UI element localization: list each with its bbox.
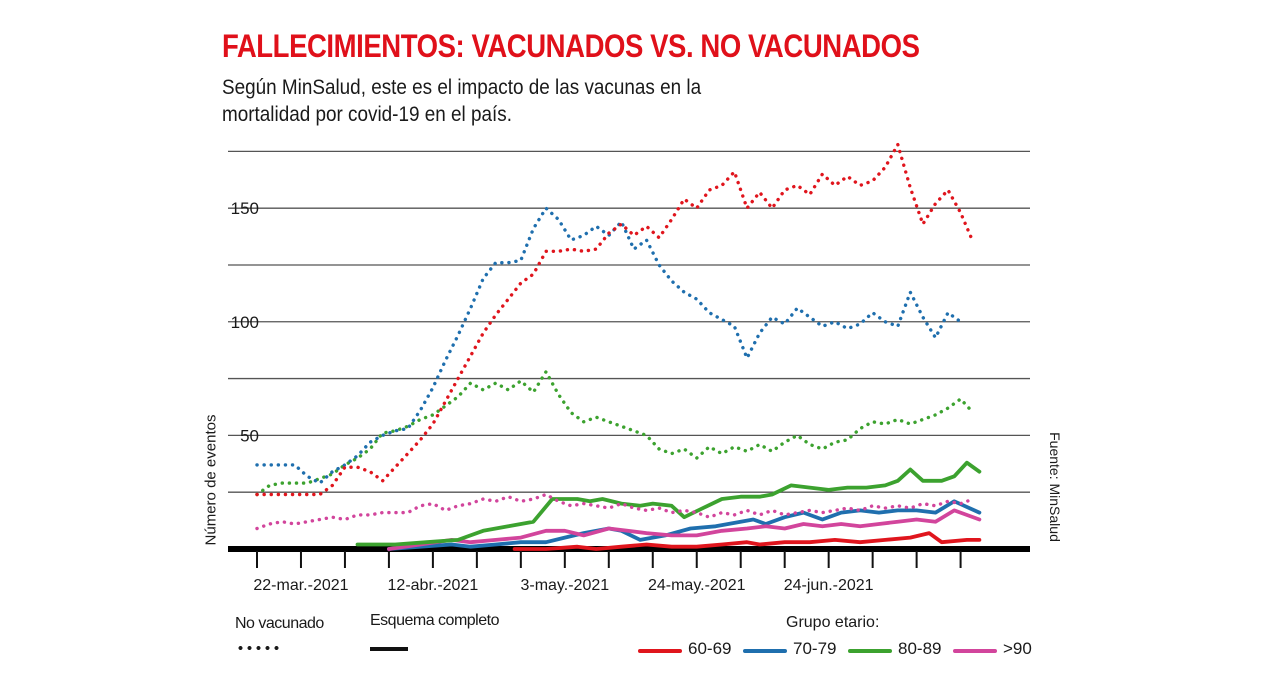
series-line-60-69-esquema-completo [512, 531, 982, 551]
y-tick-label: 50 [240, 426, 259, 445]
legend-swatch-80-89 [848, 649, 892, 653]
series-line-60-69-no-vacunado [255, 142, 975, 497]
legend-solid-swatch [370, 647, 408, 651]
x-tick-label: 24-jun.-2021 [784, 577, 874, 594]
y-tick-label: 150 [231, 199, 259, 218]
legend-label-70-79: 70-79 [793, 639, 837, 658]
x-tick-label: 3-may.-2021 [521, 577, 610, 594]
legend-no-vacunado-label: No vacunado [235, 615, 324, 632]
series-lines [255, 142, 982, 551]
series-line-80-89-esquema-completo [355, 460, 982, 547]
x-tick-label: 24-may.-2021 [648, 577, 746, 594]
legend-swatch-70-79 [743, 649, 787, 653]
x-axis: 22-mar.-2021 12-abr.-2021 3-may.-2021 24-ma… [228, 546, 1030, 594]
chart-title: FALLECIMIENTOS: VACUNADOS VS. NO VACUNAD… [222, 28, 920, 64]
series-line-over-90-esquema-completo [386, 508, 982, 551]
legend-swatch-over-90 [953, 649, 997, 653]
y-axis-label: Número de eventos [202, 414, 220, 546]
x-tick-label: 12-abr.-2021 [388, 577, 479, 594]
legend-swatch-60-69 [638, 649, 682, 653]
series-line-70-79-esquema-completo [386, 499, 982, 551]
x-tick-label: 22-mar.-2021 [253, 577, 348, 594]
y-tick-labels: 50 100 150 [231, 199, 259, 445]
legend-label-60-69: 60-69 [688, 639, 732, 658]
series-line-over-90-no-vacunado [255, 492, 975, 531]
y-tick-label: 100 [231, 313, 259, 332]
source-note: Fuente: MinSalud [1047, 432, 1063, 542]
series-line-80-89-no-vacunado [255, 370, 975, 497]
chart-subtitle: Según MinSalud, este es el impacto de la… [222, 76, 702, 126]
legend-label-80-89: 80-89 [898, 639, 942, 658]
legend-esquema-completo-label: Esquema completo [370, 612, 499, 629]
legend-grupo-etario-label: Grupo etario: [786, 614, 880, 631]
legend-dotted-swatch [236, 645, 281, 651]
gridlines [228, 150, 1030, 493]
legend-label-over-90: >90 [1003, 639, 1032, 658]
series-line-70-79-no-vacunado [255, 206, 963, 485]
